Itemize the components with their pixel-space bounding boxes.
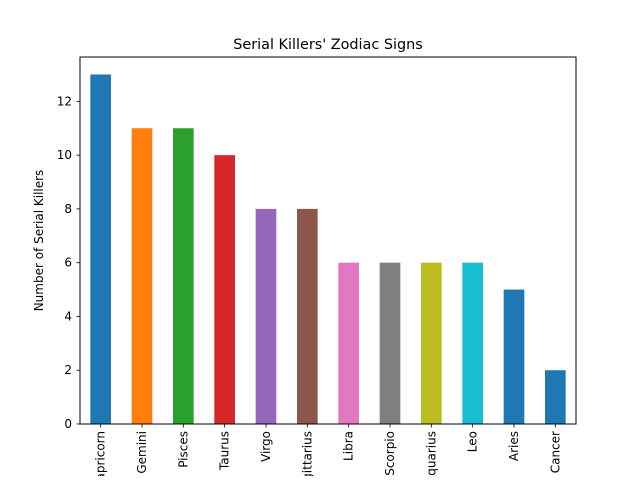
y-tick-label: 0 — [64, 417, 72, 431]
y-axis-label: Number of Serial Killers — [32, 170, 46, 312]
bars-layer — [90, 74, 566, 424]
plot-area — [80, 57, 576, 424]
bar-gemini — [131, 128, 153, 424]
y-tick-label: 4 — [64, 309, 72, 323]
x-tick-label-virgo: Virgo — [259, 431, 273, 462]
bar-aries — [503, 289, 525, 424]
x-tick-label-cancer: Cancer — [548, 431, 562, 473]
y-tick-label: 6 — [64, 256, 72, 270]
bar-sagittarius — [297, 208, 318, 424]
x-tick-label-gemini: Gemini — [135, 431, 149, 474]
x-tick-label-aries: Aries — [507, 431, 521, 461]
y-tick-label: 2 — [64, 363, 72, 377]
x-tick-label-aquarius: Aquarius — [424, 431, 438, 476]
x-tick-label-sagittarius: Sagittarius — [300, 431, 314, 476]
bar-pisces — [173, 128, 194, 424]
x-axis: Capricorn Gemini Pisces Taurus Virgo Sagittar… — [94, 424, 562, 476]
x-tick-label-taurus: Taurus — [218, 431, 232, 471]
bar-libra — [338, 262, 359, 424]
y-tick-label: 8 — [64, 202, 72, 216]
x-tick-label-pisces: Pisces — [176, 431, 190, 468]
x-tick-label-leo: Leo — [466, 431, 480, 452]
x-tick-label-scorpio: Scorpio — [383, 431, 397, 476]
bar-leo — [462, 262, 483, 424]
chart-title: Serial Killers' Zodiac Signs — [233, 37, 423, 53]
bar-capricorn — [90, 74, 111, 424]
y-tick-label: 10 — [57, 148, 72, 162]
bar-virgo — [255, 208, 277, 424]
bar-aquarius — [421, 262, 442, 424]
x-tick-label-libra: Libra — [342, 431, 356, 461]
bar-scorpio — [379, 262, 401, 424]
y-axis: 0 2 4 6 8 10 12 — [57, 94, 80, 431]
x-tick-label-capricorn: Capricorn — [94, 431, 108, 476]
bar-taurus — [214, 155, 235, 424]
plot-frame — [79, 56, 577, 425]
bar-cancer — [545, 370, 566, 424]
y-tick-label: 12 — [57, 94, 72, 108]
